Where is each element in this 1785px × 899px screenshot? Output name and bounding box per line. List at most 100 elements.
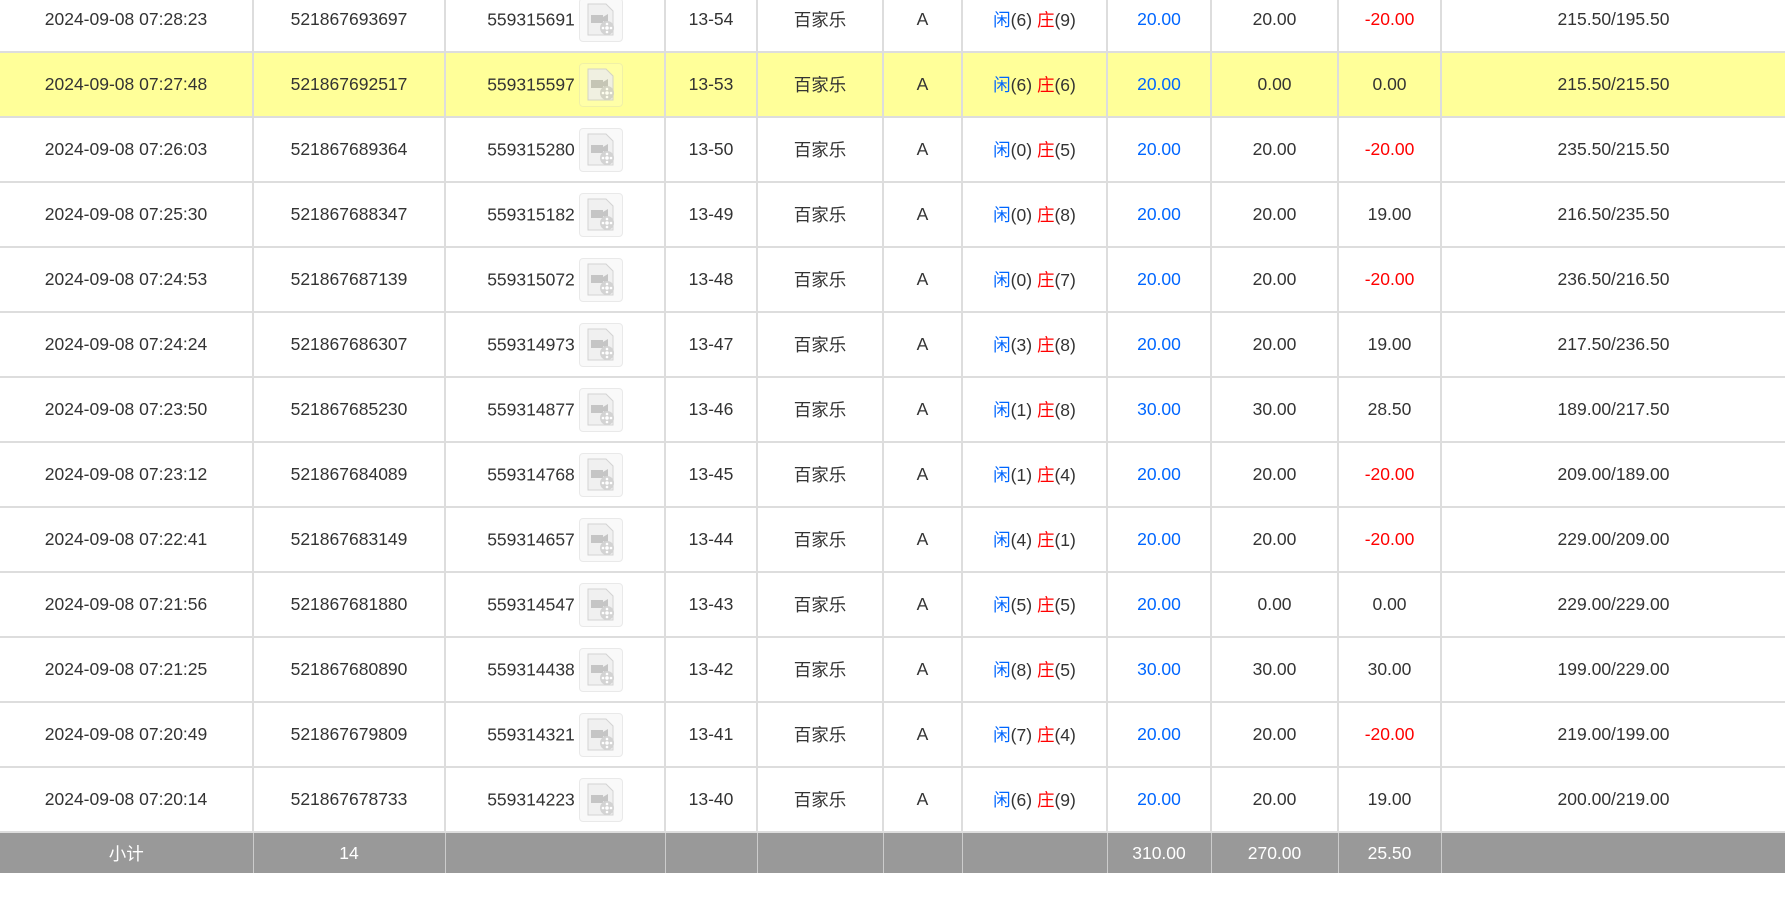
round-number: 559314657	[487, 529, 575, 549]
win-loss: -20.00	[1337, 246, 1442, 313]
video-replay-icon[interactable]	[578, 517, 623, 562]
video-replay-icon[interactable]	[578, 0, 623, 42]
round-cell: 559315597	[444, 51, 666, 118]
table-row: 2024-09-08 07:20:14 521867678733 559314223…	[0, 766, 1785, 833]
banker-label: 庄	[1036, 205, 1055, 225]
video-replay-icon[interactable]	[578, 777, 623, 822]
player-label: 闲	[993, 10, 1011, 30]
order-number: 521867688347	[252, 181, 446, 248]
game-name: 百家乐	[756, 636, 884, 703]
bet-amount[interactable]: 20.00	[1106, 571, 1212, 638]
game-name: 百家乐	[756, 701, 884, 768]
player-label: 闲	[993, 530, 1011, 550]
result: 闲(1) 庄(8)	[961, 376, 1108, 443]
bet-amount[interactable]: 20.00	[1106, 116, 1212, 183]
valid-bet: 0.00	[1210, 571, 1339, 638]
bet-amount[interactable]: 20.00	[1106, 181, 1212, 248]
order-number: 521867683149	[252, 506, 446, 573]
video-replay-icon[interactable]	[578, 712, 623, 757]
bet-time: 2024-09-08 07:21:25	[0, 636, 254, 703]
round-cell: 559315280	[444, 116, 666, 183]
round-cell: 559314223	[444, 766, 666, 833]
game-name: 百家乐	[756, 116, 884, 183]
banker-points: (9)	[1054, 10, 1076, 30]
balance-change: 219.00/199.00	[1440, 701, 1785, 768]
bet-records-table: 2024-09-08 07:28:23 521867693697 559315691…	[0, 0, 1785, 873]
round-cell: 559314877	[444, 376, 666, 443]
bet-amount[interactable]: 20.00	[1106, 766, 1212, 833]
video-replay-icon[interactable]	[578, 387, 623, 432]
bet-time: 2024-09-08 07:24:24	[0, 311, 254, 378]
valid-bet: 20.00	[1210, 701, 1339, 768]
hall: A	[882, 116, 963, 183]
bet-amount[interactable]: 20.00	[1106, 701, 1212, 768]
order-number: 521867679809	[252, 701, 446, 768]
player-points: (6)	[1010, 10, 1033, 30]
result: 闲(7) 庄(4)	[961, 701, 1108, 768]
table-number: 13-53	[664, 51, 758, 118]
bet-amount[interactable]: 20.00	[1106, 246, 1212, 313]
player-label: 闲	[993, 465, 1011, 485]
result: 闲(6) 庄(9)	[961, 766, 1108, 833]
bet-amount[interactable]: 30.00	[1106, 636, 1212, 703]
table-number: 13-41	[664, 701, 758, 768]
player-label: 闲	[993, 790, 1011, 810]
bet-amount[interactable]: 20.00	[1106, 51, 1212, 118]
result: 闲(8) 庄(5)	[961, 636, 1108, 703]
valid-bet: 20.00	[1210, 116, 1339, 183]
video-replay-icon[interactable]	[578, 322, 623, 367]
result: 闲(0) 庄(7)	[961, 246, 1108, 313]
player-points: (4)	[1010, 530, 1033, 550]
bet-amount[interactable]: 20.00	[1106, 311, 1212, 378]
round-number: 559315280	[487, 139, 575, 159]
player-points: (1)	[1010, 400, 1033, 420]
video-replay-icon[interactable]	[578, 257, 623, 302]
bet-amount[interactable]: 20.00	[1106, 0, 1212, 53]
player-points: (0)	[1010, 270, 1033, 290]
player-points: (0)	[1010, 140, 1033, 160]
game-name: 百家乐	[756, 441, 884, 508]
video-replay-icon[interactable]	[578, 192, 623, 237]
video-replay-icon[interactable]	[578, 582, 623, 627]
table-row: 2024-09-08 07:23:12 521867684089 559314768…	[0, 441, 1785, 508]
video-replay-icon[interactable]	[578, 62, 623, 107]
valid-bet: 20.00	[1210, 311, 1339, 378]
balance-change: 229.00/229.00	[1440, 571, 1785, 638]
player-points: (6)	[1010, 790, 1033, 810]
subtotal-row: 小计 14 310.00 270.00 25.50	[0, 831, 1785, 873]
banker-label: 庄	[1036, 400, 1055, 420]
round-cell: 559315072	[444, 246, 666, 313]
order-number: 521867687139	[252, 246, 446, 313]
video-replay-icon[interactable]	[578, 647, 623, 692]
table-number: 13-50	[664, 116, 758, 183]
win-loss: -20.00	[1337, 701, 1442, 768]
round-cell: 559315182	[444, 181, 666, 248]
round-cell: 559314547	[444, 571, 666, 638]
balance-change: 215.50/195.50	[1440, 0, 1785, 53]
table-number: 13-48	[664, 246, 758, 313]
game-name: 百家乐	[756, 766, 884, 833]
bet-amount[interactable]: 20.00	[1106, 506, 1212, 573]
bet-time: 2024-09-08 07:23:12	[0, 441, 254, 508]
win-loss: 28.50	[1337, 376, 1442, 443]
hall: A	[882, 441, 963, 508]
table-row: 2024-09-08 07:24:53 521867687139 559315072…	[0, 246, 1785, 313]
result: 闲(4) 庄(1)	[961, 506, 1108, 573]
player-label: 闲	[993, 595, 1011, 615]
hall: A	[882, 246, 963, 313]
bet-time: 2024-09-08 07:20:14	[0, 766, 254, 833]
bet-time: 2024-09-08 07:26:03	[0, 116, 254, 183]
hall: A	[882, 636, 963, 703]
bet-amount[interactable]: 20.00	[1106, 441, 1212, 508]
bet-amount[interactable]: 30.00	[1106, 376, 1212, 443]
video-replay-icon[interactable]	[578, 127, 623, 172]
banker-label: 庄	[1036, 270, 1055, 290]
table-number: 13-49	[664, 181, 758, 248]
subtotal-label: 小计	[0, 831, 254, 873]
video-replay-icon[interactable]	[578, 452, 623, 497]
balance-change: 199.00/229.00	[1440, 636, 1785, 703]
round-number: 559315691	[487, 9, 575, 29]
banker-label: 庄	[1036, 595, 1055, 615]
banker-points: (8)	[1054, 335, 1076, 355]
table-number: 13-46	[664, 376, 758, 443]
